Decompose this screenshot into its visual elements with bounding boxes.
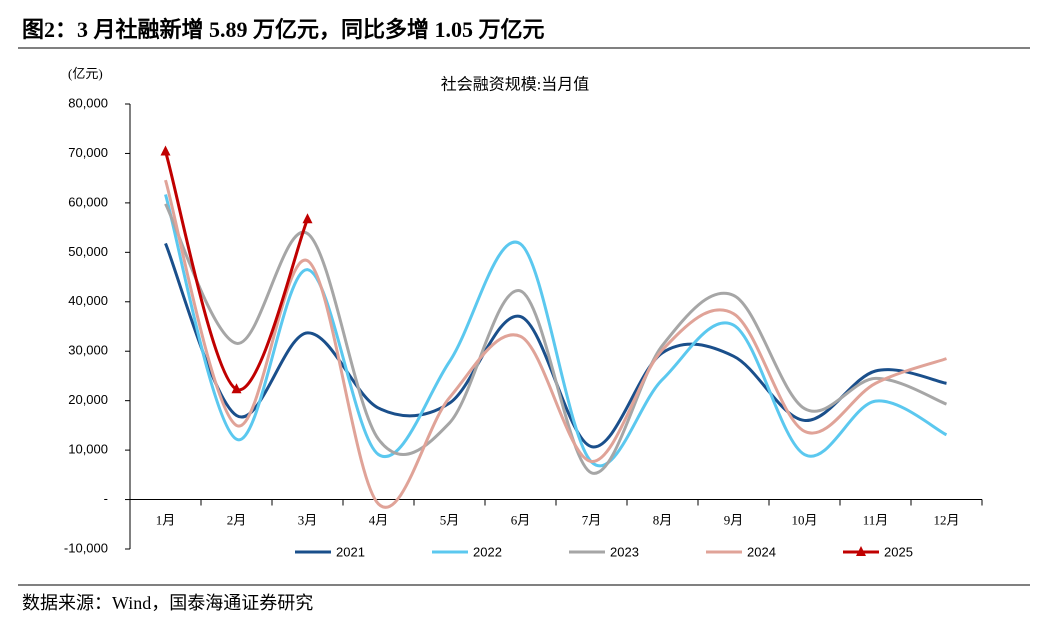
y-tick-label: 60,000 — [68, 194, 108, 209]
legend-label: 2024 — [747, 544, 776, 559]
y-tick-label: - — [104, 491, 108, 506]
series-line — [164, 194, 948, 468]
point-marker — [302, 213, 313, 224]
series-line — [164, 179, 947, 509]
x-tick-label: 9月 — [724, 513, 744, 528]
x-tick-label: 11月 — [863, 513, 889, 528]
y-tick-label: 30,000 — [68, 343, 108, 358]
source-note: 数据来源：Wind，国泰海通证券研究 — [22, 593, 313, 613]
x-tick-label: 10月 — [791, 513, 817, 528]
x-tick-label: 7月 — [582, 513, 602, 528]
y-tick-label: 50,000 — [68, 244, 108, 259]
x-tick-label: 2月 — [227, 513, 247, 528]
legend-label: 2022 — [473, 544, 502, 559]
legend-label: 2025 — [884, 544, 913, 559]
y-unit: (亿元) — [68, 66, 103, 81]
legend-marker — [856, 546, 866, 556]
x-tick-label: 5月 — [440, 513, 460, 528]
series-line — [164, 203, 948, 475]
y-tick-label: 40,000 — [68, 293, 108, 308]
legend-label: 2023 — [610, 544, 639, 559]
chart-subtitle: 社会融资规模:当月值 — [441, 76, 589, 94]
y-tick-label: 20,000 — [68, 392, 108, 407]
x-tick-label: 4月 — [369, 513, 389, 528]
x-tick-label: 3月 — [298, 513, 318, 528]
chart-title: 图2：3 月社融新增 5.89 万亿元，同比多增 1.05 万亿元 — [22, 17, 545, 42]
y-tick-label: 10,000 — [68, 442, 108, 457]
x-tick-label: 6月 — [511, 513, 531, 528]
point-marker — [231, 383, 242, 394]
series-line — [164, 242, 947, 449]
x-tick-label: 8月 — [653, 513, 673, 528]
x-tick-label: 12月 — [933, 513, 959, 528]
y-tick-label: 70,000 — [68, 145, 108, 160]
y-tick-label: -10,000 — [64, 540, 108, 555]
legend-label: 2021 — [336, 544, 365, 559]
x-tick-label: 1月 — [156, 513, 176, 528]
point-marker — [160, 145, 171, 156]
y-tick-label: 80,000 — [68, 95, 108, 110]
